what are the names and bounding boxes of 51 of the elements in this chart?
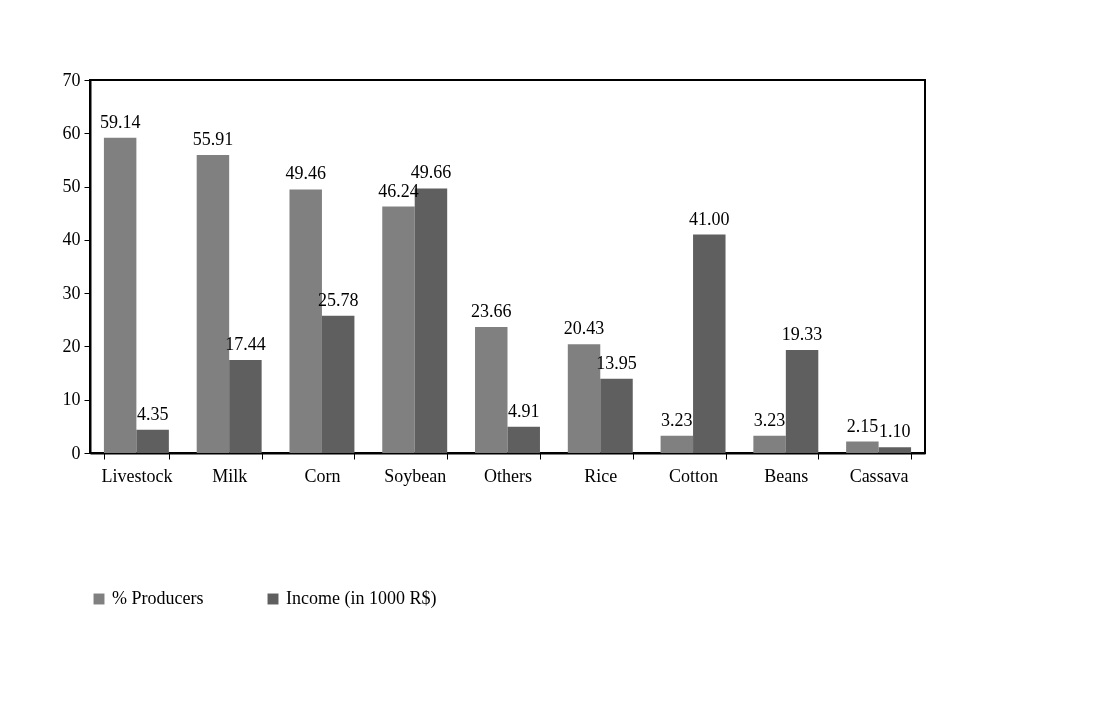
bar xyxy=(229,360,262,453)
x-tick-label: Beans xyxy=(764,465,809,486)
bar xyxy=(136,429,169,453)
legend-label: Income (in 1000 R$) xyxy=(286,588,437,609)
y-tick-label: 70 xyxy=(62,69,81,90)
data-label: 49.66 xyxy=(410,162,452,183)
x-tick-label: Soybean xyxy=(384,465,447,486)
x-tick-label: Others xyxy=(484,465,532,486)
bar xyxy=(382,206,415,453)
data-label: 4.35 xyxy=(136,403,169,424)
x-tick-label: Rice xyxy=(584,465,618,486)
x-tick-label: Livestock xyxy=(101,465,173,486)
data-label: 49.46 xyxy=(285,163,326,184)
data-label: 23.66 xyxy=(471,300,512,321)
data-label: 4.91 xyxy=(507,400,540,421)
y-tick-label: 20 xyxy=(62,335,81,356)
data-label: 20.43 xyxy=(563,318,605,339)
data-label: 1.10 xyxy=(879,421,911,442)
data-label: 3.23 xyxy=(753,409,786,430)
x-tick-label: Milk xyxy=(212,465,248,486)
bar xyxy=(785,350,819,453)
data-label: 13.95 xyxy=(596,352,637,373)
y-tick-label: 30 xyxy=(62,282,81,303)
bar xyxy=(660,435,694,453)
y-tick-label: 50 xyxy=(62,176,81,197)
bar xyxy=(693,234,726,453)
data-label: 17.44 xyxy=(225,334,266,355)
bar xyxy=(507,426,540,453)
data-label: 46.24 xyxy=(378,180,419,201)
x-tick-label: Cotton xyxy=(669,465,719,486)
y-tick-label: 10 xyxy=(62,389,81,410)
data-label: 41.00 xyxy=(689,208,730,229)
data-label: 3.23 xyxy=(661,409,693,430)
bar xyxy=(753,435,786,453)
bar xyxy=(600,378,633,453)
bar xyxy=(103,137,137,453)
x-tick-label: Corn xyxy=(304,465,341,486)
data-label: 59.14 xyxy=(99,111,141,132)
bar xyxy=(878,447,912,453)
x-tick-label: Cassava xyxy=(849,465,909,486)
bar xyxy=(846,441,879,453)
y-tick-label: 0 xyxy=(71,442,81,463)
data-label: 19.33 xyxy=(781,324,823,344)
y-tick-label: 40 xyxy=(62,229,81,250)
bar xyxy=(475,326,508,453)
data-label: 2.15 xyxy=(846,415,879,436)
y-tick-label: 60 xyxy=(62,122,81,143)
data-label: 55.91 xyxy=(192,129,234,150)
data-label: 25.78 xyxy=(317,289,359,310)
legend-label: % Producers xyxy=(112,588,204,608)
bar xyxy=(321,315,355,453)
